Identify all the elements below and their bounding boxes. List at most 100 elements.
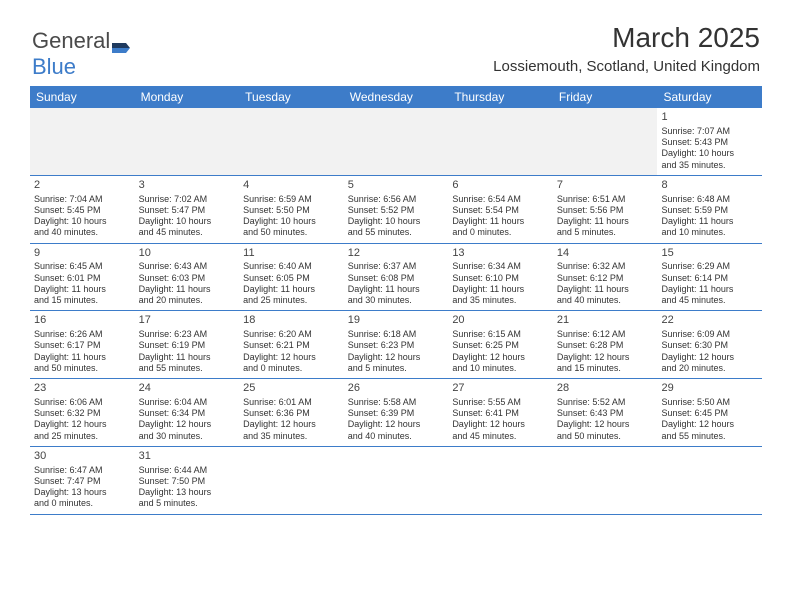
day-daylight1: Daylight: 12 hours [348,419,445,430]
day-sunset: Sunset: 6:25 PM [452,340,549,351]
day-daylight1: Daylight: 11 hours [661,216,758,227]
day-sunrise: Sunrise: 6:47 AM [34,465,131,476]
day-sunset: Sunset: 5:54 PM [452,205,549,216]
day-number: 3 [139,179,236,193]
weekday-header: SundayMondayTuesdayWednesdayThursdayFrid… [30,86,762,108]
calendar-day: 12Sunrise: 6:37 AMSunset: 6:08 PMDayligh… [344,244,449,311]
day-sunset: Sunset: 6:05 PM [243,273,340,284]
day-daylight1: Daylight: 13 hours [34,487,131,498]
day-sunset: Sunset: 6:36 PM [243,408,340,419]
day-sunrise: Sunrise: 6:54 AM [452,194,549,205]
day-daylight2: and 15 minutes. [34,295,131,306]
day-daylight2: and 20 minutes. [139,295,236,306]
weekday-header-cell: Wednesday [344,90,449,104]
day-daylight1: Daylight: 11 hours [452,216,549,227]
calendar-day: 25Sunrise: 6:01 AMSunset: 6:36 PMDayligh… [239,379,344,446]
day-daylight2: and 45 minutes. [452,431,549,442]
day-daylight2: and 55 minutes. [661,431,758,442]
day-number: 5 [348,179,445,193]
day-sunrise: Sunrise: 6:40 AM [243,261,340,272]
day-daylight2: and 50 minutes. [243,227,340,238]
calendar-day: 7Sunrise: 6:51 AMSunset: 5:56 PMDaylight… [553,176,658,243]
day-daylight2: and 10 minutes. [452,363,549,374]
day-sunset: Sunset: 6:23 PM [348,340,445,351]
calendar-day [657,447,762,514]
day-sunset: Sunset: 6:39 PM [348,408,445,419]
calendar-day: 11Sunrise: 6:40 AMSunset: 6:05 PMDayligh… [239,244,344,311]
calendar-day: 16Sunrise: 6:26 AMSunset: 6:17 PMDayligh… [30,311,135,378]
day-number: 21 [557,314,654,328]
calendar-day [448,447,553,514]
weekday-header-cell: Thursday [448,90,553,104]
day-sunrise: Sunrise: 6:34 AM [452,261,549,272]
calendar-day: 20Sunrise: 6:15 AMSunset: 6:25 PMDayligh… [448,311,553,378]
day-daylight1: Daylight: 11 hours [557,284,654,295]
calendar-week: 23Sunrise: 6:06 AMSunset: 6:32 PMDayligh… [30,379,762,447]
calendar-day: 29Sunrise: 5:50 AMSunset: 6:45 PMDayligh… [657,379,762,446]
day-daylight1: Daylight: 11 hours [348,284,445,295]
weekday-header-cell: Tuesday [239,90,344,104]
day-daylight2: and 15 minutes. [557,363,654,374]
day-number: 23 [34,382,131,396]
day-sunrise: Sunrise: 7:02 AM [139,194,236,205]
day-sunrise: Sunrise: 6:06 AM [34,397,131,408]
day-sunrise: Sunrise: 6:44 AM [139,465,236,476]
day-sunset: Sunset: 5:50 PM [243,205,340,216]
day-sunrise: Sunrise: 6:48 AM [661,194,758,205]
day-daylight1: Daylight: 11 hours [452,284,549,295]
day-daylight1: Daylight: 10 hours [139,216,236,227]
day-sunrise: Sunrise: 6:23 AM [139,329,236,340]
day-daylight2: and 55 minutes. [139,363,236,374]
calendar-day: 22Sunrise: 6:09 AMSunset: 6:30 PMDayligh… [657,311,762,378]
calendar-day: 14Sunrise: 6:32 AMSunset: 6:12 PMDayligh… [553,244,658,311]
day-sunrise: Sunrise: 6:45 AM [34,261,131,272]
calendar-day: 6Sunrise: 6:54 AMSunset: 5:54 PMDaylight… [448,176,553,243]
day-daylight1: Daylight: 10 hours [34,216,131,227]
day-number: 19 [348,314,445,328]
day-daylight1: Daylight: 11 hours [243,284,340,295]
day-number: 9 [34,247,131,261]
calendar-day [448,108,553,175]
day-number: 6 [452,179,549,193]
calendar-day [30,108,135,175]
calendar-day: 10Sunrise: 6:43 AMSunset: 6:03 PMDayligh… [135,244,240,311]
weekday-header-cell: Saturday [657,90,762,104]
day-number: 25 [243,382,340,396]
day-daylight2: and 10 minutes. [661,227,758,238]
day-number: 29 [661,382,758,396]
day-daylight1: Daylight: 12 hours [661,352,758,363]
day-daylight2: and 0 minutes. [452,227,549,238]
calendar: SundayMondayTuesdayWednesdayThursdayFrid… [30,86,762,515]
day-sunset: Sunset: 6:10 PM [452,273,549,284]
day-sunset: Sunset: 6:03 PM [139,273,236,284]
calendar-day: 26Sunrise: 5:58 AMSunset: 6:39 PMDayligh… [344,379,449,446]
day-daylight1: Daylight: 11 hours [139,352,236,363]
day-daylight2: and 30 minutes. [139,431,236,442]
day-sunrise: Sunrise: 6:20 AM [243,329,340,340]
day-daylight1: Daylight: 12 hours [34,419,131,430]
day-number: 28 [557,382,654,396]
day-number: 30 [34,450,131,464]
day-daylight2: and 50 minutes. [34,363,131,374]
day-sunset: Sunset: 6:21 PM [243,340,340,351]
day-sunrise: Sunrise: 7:07 AM [661,126,758,137]
day-sunset: Sunset: 6:41 PM [452,408,549,419]
calendar-day: 30Sunrise: 6:47 AMSunset: 7:47 PMDayligh… [30,447,135,514]
day-sunset: Sunset: 5:52 PM [348,205,445,216]
day-number: 20 [452,314,549,328]
day-daylight1: Daylight: 12 hours [452,419,549,430]
calendar-day [344,447,449,514]
weekday-header-cell: Friday [553,90,658,104]
day-sunrise: Sunrise: 6:32 AM [557,261,654,272]
day-sunrise: Sunrise: 6:59 AM [243,194,340,205]
day-number: 4 [243,179,340,193]
day-sunrise: Sunrise: 6:12 AM [557,329,654,340]
day-number: 7 [557,179,654,193]
day-daylight2: and 20 minutes. [661,363,758,374]
day-daylight2: and 45 minutes. [661,295,758,306]
day-number: 24 [139,382,236,396]
day-number: 26 [348,382,445,396]
day-daylight1: Daylight: 10 hours [348,216,445,227]
calendar-day: 13Sunrise: 6:34 AMSunset: 6:10 PMDayligh… [448,244,553,311]
day-sunrise: Sunrise: 6:56 AM [348,194,445,205]
